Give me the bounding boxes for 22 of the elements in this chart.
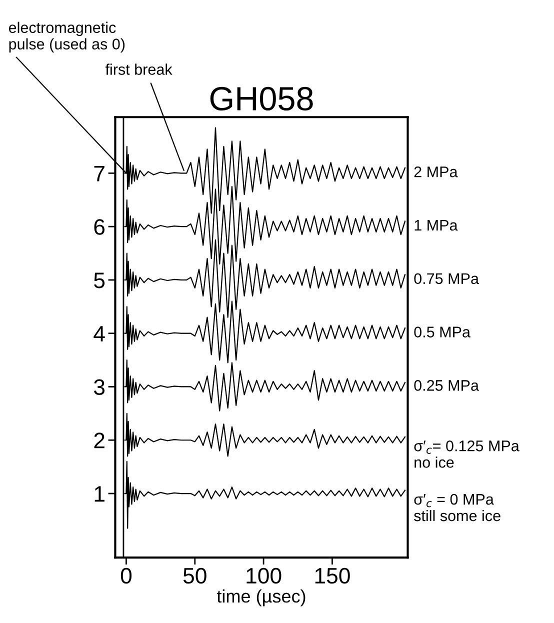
y-tick-label: 4 <box>94 326 105 342</box>
series-label: 0.75 MPa <box>414 273 479 284</box>
series-label: 1 MPa <box>414 220 458 231</box>
y-tick-label: 6 <box>94 219 105 235</box>
x-tick-label: 150 <box>315 568 350 584</box>
chart-title: GH058 <box>210 86 313 111</box>
y-tick-label: 2 <box>94 432 104 448</box>
annotation: first break <box>105 64 172 75</box>
annotation: electromagnetic pulse (used as 0) <box>8 22 125 53</box>
x-tick-label: 50 <box>183 568 206 584</box>
y-tick-label: 7 <box>94 166 104 182</box>
x-axis-title: time (µsec) <box>216 589 306 606</box>
series-label: 0.25 MPa <box>414 380 479 391</box>
x-tick-label: 0 <box>120 568 132 584</box>
series-label: 0.5 MPa <box>414 326 470 338</box>
y-tick-label: 1 <box>94 486 104 502</box>
series-label: σ′$_{c}$= 0.125 MPa no ice <box>414 440 520 468</box>
series-label: 2 MPa <box>414 166 458 178</box>
series-label: σ′$_{c}$ = 0 MPa still some ice <box>414 494 500 522</box>
y-tick-label: 3 <box>94 379 105 396</box>
x-tick-label: 100 <box>246 568 282 584</box>
y-tick-label: 5 <box>94 272 105 288</box>
